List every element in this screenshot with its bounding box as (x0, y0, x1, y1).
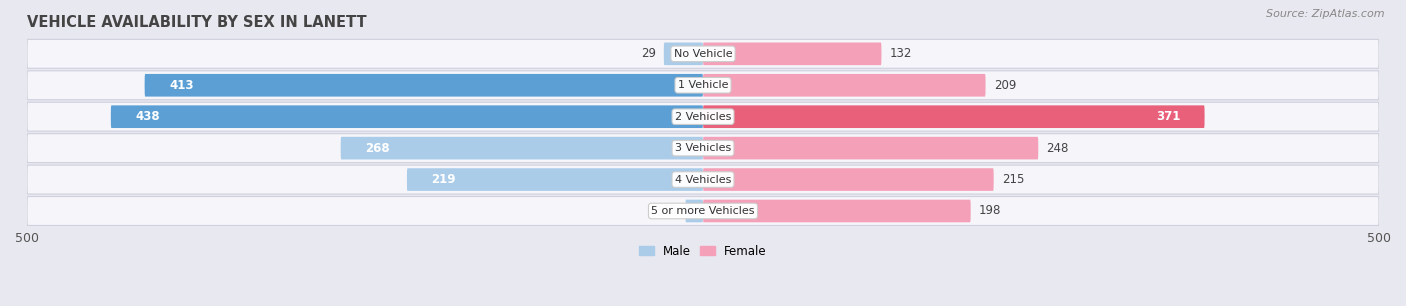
FancyBboxPatch shape (27, 71, 1379, 100)
Text: 29: 29 (641, 47, 655, 60)
Text: 4 Vehicles: 4 Vehicles (675, 174, 731, 185)
Text: 438: 438 (135, 110, 160, 123)
FancyBboxPatch shape (27, 39, 1379, 68)
FancyBboxPatch shape (27, 196, 1379, 226)
Text: 132: 132 (890, 47, 912, 60)
FancyBboxPatch shape (703, 105, 1205, 128)
Text: 198: 198 (979, 204, 1001, 218)
Text: 1 Vehicle: 1 Vehicle (678, 80, 728, 90)
FancyBboxPatch shape (703, 137, 1038, 159)
FancyBboxPatch shape (406, 168, 703, 191)
FancyBboxPatch shape (111, 105, 703, 128)
FancyBboxPatch shape (685, 200, 703, 222)
Text: 219: 219 (432, 173, 456, 186)
Text: 268: 268 (366, 142, 389, 155)
Text: Source: ZipAtlas.com: Source: ZipAtlas.com (1267, 9, 1385, 19)
Text: 248: 248 (1046, 142, 1069, 155)
Text: No Vehicle: No Vehicle (673, 49, 733, 59)
Legend: Male, Female: Male, Female (634, 240, 772, 262)
FancyBboxPatch shape (27, 134, 1379, 162)
Text: VEHICLE AVAILABILITY BY SEX IN LANETT: VEHICLE AVAILABILITY BY SEX IN LANETT (27, 15, 367, 30)
FancyBboxPatch shape (145, 74, 703, 97)
Text: 215: 215 (1002, 173, 1024, 186)
FancyBboxPatch shape (703, 74, 986, 97)
FancyBboxPatch shape (703, 168, 994, 191)
FancyBboxPatch shape (703, 43, 882, 65)
FancyBboxPatch shape (27, 102, 1379, 131)
Text: 3 Vehicles: 3 Vehicles (675, 143, 731, 153)
Text: 371: 371 (1156, 110, 1180, 123)
FancyBboxPatch shape (27, 165, 1379, 194)
FancyBboxPatch shape (703, 200, 970, 222)
Text: 13: 13 (662, 204, 678, 218)
FancyBboxPatch shape (340, 137, 703, 159)
Text: 2 Vehicles: 2 Vehicles (675, 112, 731, 122)
FancyBboxPatch shape (664, 43, 703, 65)
Text: 209: 209 (994, 79, 1017, 92)
Text: 5 or more Vehicles: 5 or more Vehicles (651, 206, 755, 216)
Text: 413: 413 (169, 79, 194, 92)
